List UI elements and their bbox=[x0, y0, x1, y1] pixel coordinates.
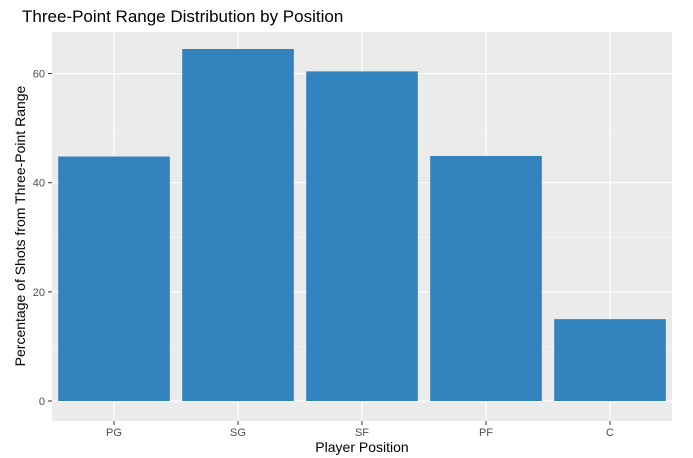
x-axis-label: Player Position bbox=[315, 439, 408, 455]
y-tick-label: 60 bbox=[33, 69, 45, 81]
y-tick-label: 0 bbox=[39, 396, 45, 408]
chart-title: Three-Point Range Distribution by Positi… bbox=[22, 7, 343, 26]
bar-pg bbox=[58, 156, 170, 401]
y-tick-label: 40 bbox=[33, 178, 45, 190]
bars bbox=[58, 49, 666, 402]
x-tick-label: PG bbox=[106, 427, 122, 439]
x-tick-label: SF bbox=[355, 427, 369, 439]
bar-sg bbox=[182, 49, 294, 401]
bar-c bbox=[554, 319, 666, 401]
x-tick-label: PF bbox=[479, 427, 493, 439]
x-axis-ticks: PG SG SF PF C bbox=[106, 421, 614, 439]
x-tick-label: SG bbox=[230, 427, 246, 439]
x-tick-label: C bbox=[606, 427, 614, 439]
bar-pf bbox=[430, 155, 542, 401]
y-axis-ticks: 0 20 40 60 bbox=[33, 69, 52, 408]
y-tick-label: 20 bbox=[33, 287, 45, 299]
y-axis-label: Percentage of Shots from Three-Point Ran… bbox=[12, 85, 28, 366]
bar-sf bbox=[306, 71, 418, 402]
